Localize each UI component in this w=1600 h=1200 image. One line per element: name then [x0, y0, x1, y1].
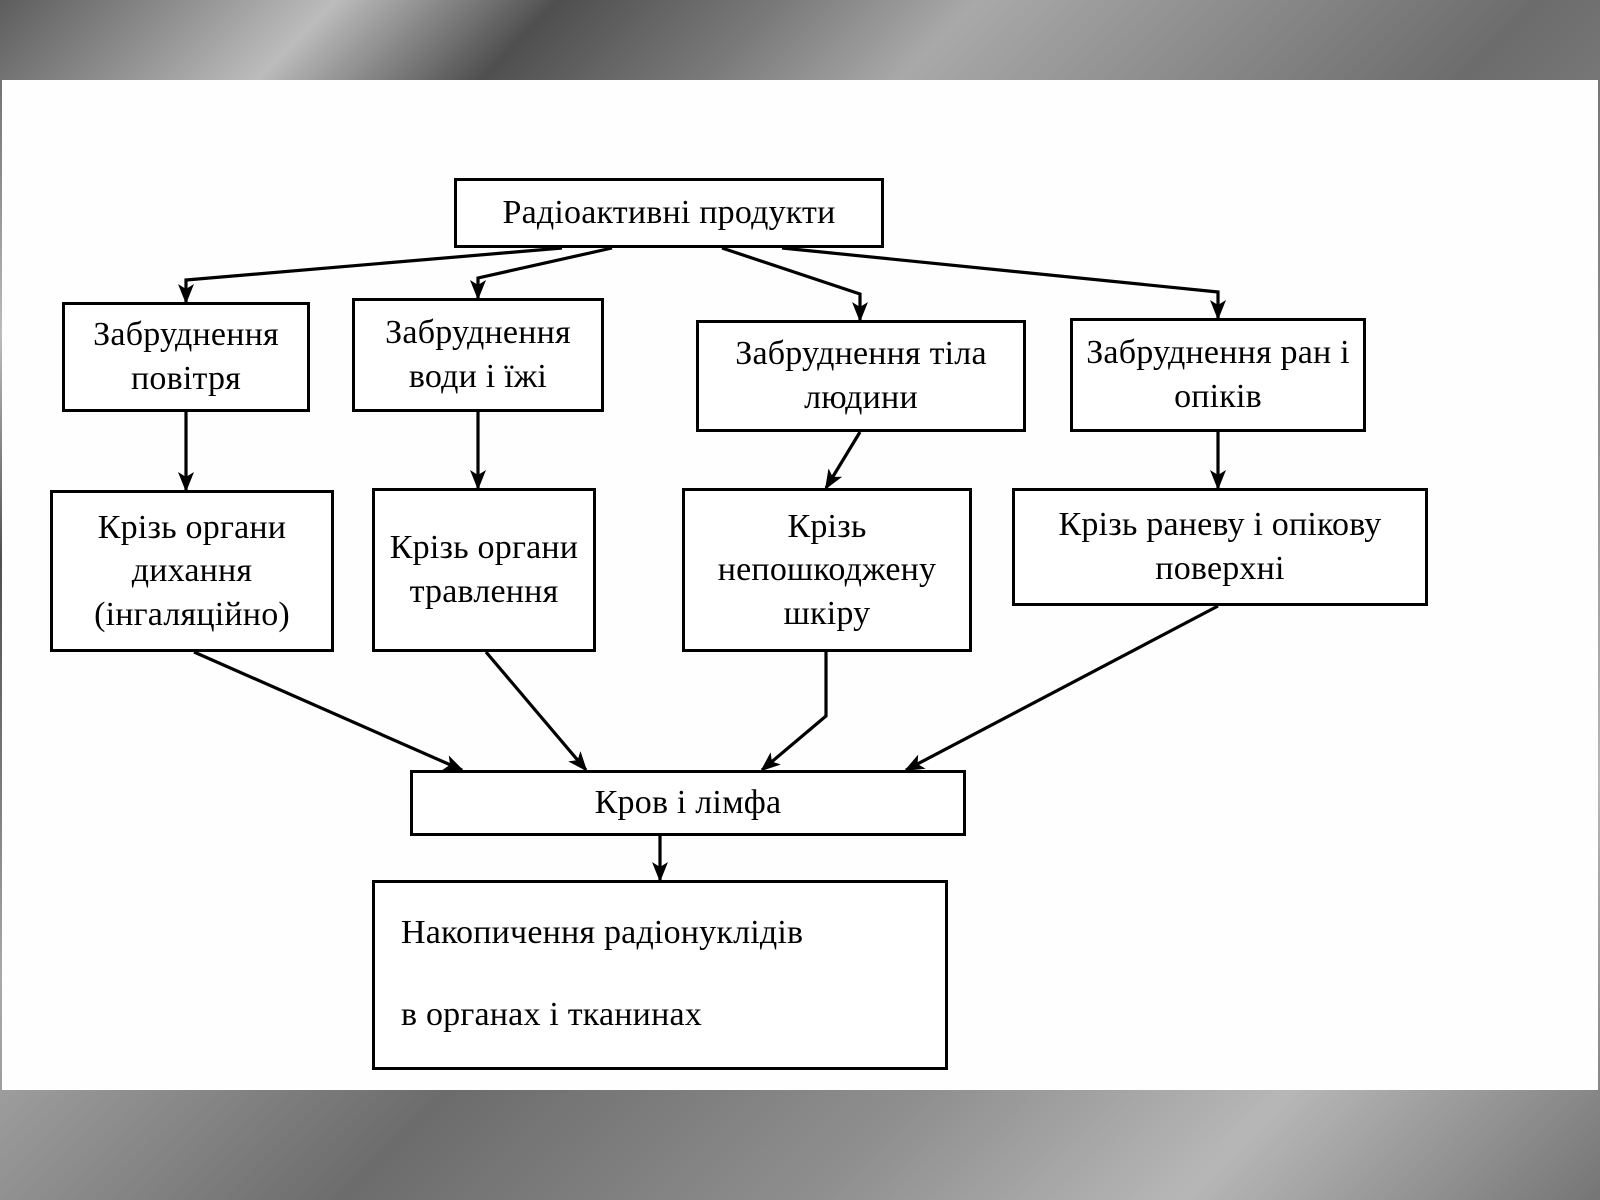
- node-final-line-2: в органах і тканинах: [401, 993, 925, 1037]
- edge-root-to-c2: [478, 248, 612, 298]
- node-root-label: Радіоактивні продукти: [503, 191, 836, 235]
- edge-root-to-c4: [782, 248, 1218, 318]
- edge-root-to-c1: [186, 248, 562, 302]
- node-contam-air: Забруднення повітря: [62, 302, 310, 412]
- flowchart-diagram: Радіоактивні продукти Забруднення повітр…: [2, 80, 1598, 1090]
- node-p3-label: Крізь непошкоджену шкіру: [695, 505, 959, 636]
- node-c4-label: Забруднення ран і опіків: [1083, 331, 1353, 418]
- edge-p1-to-blood: [194, 652, 462, 770]
- edge-p2-to-blood: [486, 652, 586, 770]
- node-path-respiration: Крізь органи дихання (інгаляційно): [50, 490, 334, 652]
- node-accumulation: Накопичення радіонуклідів в органах і тк…: [372, 880, 948, 1070]
- edge-c3-to-p3: [826, 432, 860, 488]
- node-c1-label: Забруднення повітря: [75, 313, 297, 400]
- edge-root-to-c3: [722, 248, 860, 320]
- node-c2-label: Забруднення води і їжі: [365, 311, 591, 398]
- node-p2-label: Крізь органи травлення: [385, 526, 583, 613]
- node-final-line-1: Накопичення радіонуклідів: [401, 911, 925, 955]
- node-path-wound-surface: Крізь раневу і опікову поверхні: [1012, 488, 1428, 606]
- node-contam-body: Забруднення тіла людини: [696, 320, 1026, 432]
- node-c3-label: Забруднення тіла людини: [709, 332, 1013, 419]
- node-path-digestion: Крізь органи травлення: [372, 488, 596, 652]
- node-blood-lymph: Кров і лімфа: [410, 770, 966, 836]
- node-contam-wounds: Забруднення ран і опіків: [1070, 318, 1366, 432]
- node-contam-water: Забруднення води і їжі: [352, 298, 604, 412]
- node-path-skin: Крізь непошкоджену шкіру: [682, 488, 972, 652]
- node-p4-label: Крізь раневу і опікову поверхні: [1025, 503, 1415, 590]
- edge-p3-to-blood: [762, 652, 826, 770]
- node-blood-label: Кров і лімфа: [595, 781, 782, 825]
- diagram-paper: Радіоактивні продукти Забруднення повітр…: [2, 80, 1598, 1090]
- node-p1-label: Крізь органи дихання (інгаляційно): [63, 506, 321, 637]
- node-root: Радіоактивні продукти: [454, 178, 884, 248]
